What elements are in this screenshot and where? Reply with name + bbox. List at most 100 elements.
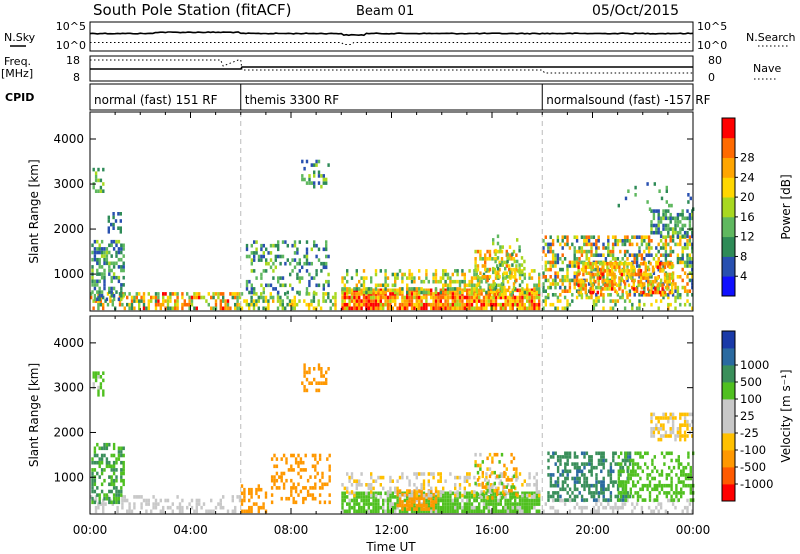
data-cell: [659, 261, 662, 266]
data-cell: [130, 302, 134, 307]
data-cell: [379, 290, 382, 295]
data-cell: [135, 292, 138, 296]
colorbar-swatch: [722, 331, 735, 349]
data-cell: [551, 505, 555, 510]
data-cell: [202, 295, 206, 300]
data-cell: [671, 290, 674, 295]
data-cell: [552, 455, 555, 459]
data-cell: [653, 182, 656, 186]
data-cell: [549, 249, 552, 254]
data-cell: [686, 246, 689, 250]
data-cell: [547, 242, 550, 247]
data-cell: [585, 278, 588, 283]
data-cell: [617, 455, 620, 459]
data-cell: [408, 295, 411, 300]
data-cell: [303, 367, 306, 371]
data-cell: [346, 306, 349, 311]
data-cell: [659, 290, 662, 295]
data-cell: [353, 302, 356, 307]
data-cell: [504, 505, 507, 510]
data-cell: [563, 295, 567, 300]
data-cell: [444, 498, 447, 503]
data-cell: [487, 502, 490, 506]
data-cell: [386, 283, 390, 288]
data-cell: [667, 293, 670, 297]
data-cell: [683, 423, 687, 427]
data-cell: [112, 293, 116, 298]
data-cell: [640, 239, 644, 243]
data-cell: [410, 299, 414, 303]
data-cell: [320, 261, 323, 266]
data-cell: [628, 275, 632, 279]
data-cell: [671, 423, 675, 427]
data-cell: [413, 472, 416, 476]
colorbar-tick-label: 20: [740, 190, 755, 204]
data-cell: [222, 299, 225, 303]
data-cell: [154, 295, 158, 300]
data-cell: [664, 209, 668, 213]
data-cell: [362, 505, 366, 510]
data-cell: [491, 460, 494, 464]
data-cell: [609, 299, 612, 303]
data-cell: [597, 494, 601, 499]
nsearch-tick-top: 10^5: [697, 20, 727, 33]
data-cell: [669, 302, 672, 307]
data-cell: [653, 483, 656, 488]
data-cell: [362, 491, 366, 496]
data-cell: [491, 470, 494, 475]
data-cell: [298, 279, 301, 284]
data-cell: [547, 451, 550, 456]
data-cell: [346, 302, 349, 307]
data-cell: [408, 489, 411, 493]
data-cell: [658, 483, 661, 488]
data-cell: [571, 278, 574, 283]
data-cell: [442, 272, 445, 277]
data-cell: [434, 306, 438, 311]
data-cell: [328, 493, 331, 497]
data-cell: [635, 289, 639, 293]
data-cell: [490, 283, 493, 288]
data-cell: [115, 239, 118, 244]
data-cell: [597, 480, 601, 484]
data-cell: [245, 283, 249, 288]
data-cell: [355, 295, 358, 300]
colorbar-swatch: [722, 276, 735, 297]
data-cell: [398, 287, 402, 291]
data-cell: [611, 246, 615, 250]
data-cell: [311, 464, 315, 469]
data-cell: [647, 293, 651, 297]
data-cell: [105, 261, 109, 266]
data-cell: [272, 295, 275, 300]
data-cell: [372, 491, 375, 496]
data-cell: [664, 509, 668, 514]
data-cell: [367, 505, 370, 510]
data-cell: [496, 488, 499, 493]
data-cell: [248, 487, 251, 492]
data-cell: [547, 491, 550, 495]
data-cell: [117, 212, 120, 216]
data-cell: [645, 246, 648, 250]
data-cell: [551, 249, 555, 254]
data-cell: [301, 381, 304, 385]
data-cell: [427, 490, 430, 494]
data-cell: [530, 302, 534, 307]
data-cell: [188, 302, 191, 307]
data-cell: [624, 498, 628, 502]
data-cell: [379, 302, 382, 307]
data-cell: [659, 239, 663, 243]
data-cell: [105, 297, 109, 302]
data-cell: [99, 178, 103, 183]
data-cell: [427, 472, 430, 476]
data-cell: [604, 505, 608, 510]
data-cell: [590, 249, 593, 254]
data-cell: [686, 505, 689, 510]
data-cell: [607, 483, 610, 488]
data-cell: [449, 498, 452, 503]
data-cell: [398, 489, 402, 493]
data-cell: [103, 493, 106, 497]
data-cell: [305, 247, 309, 252]
data-cell: [386, 498, 390, 503]
data-cell: [174, 299, 177, 303]
data-cell: [154, 306, 158, 311]
data-cell: [98, 464, 101, 469]
